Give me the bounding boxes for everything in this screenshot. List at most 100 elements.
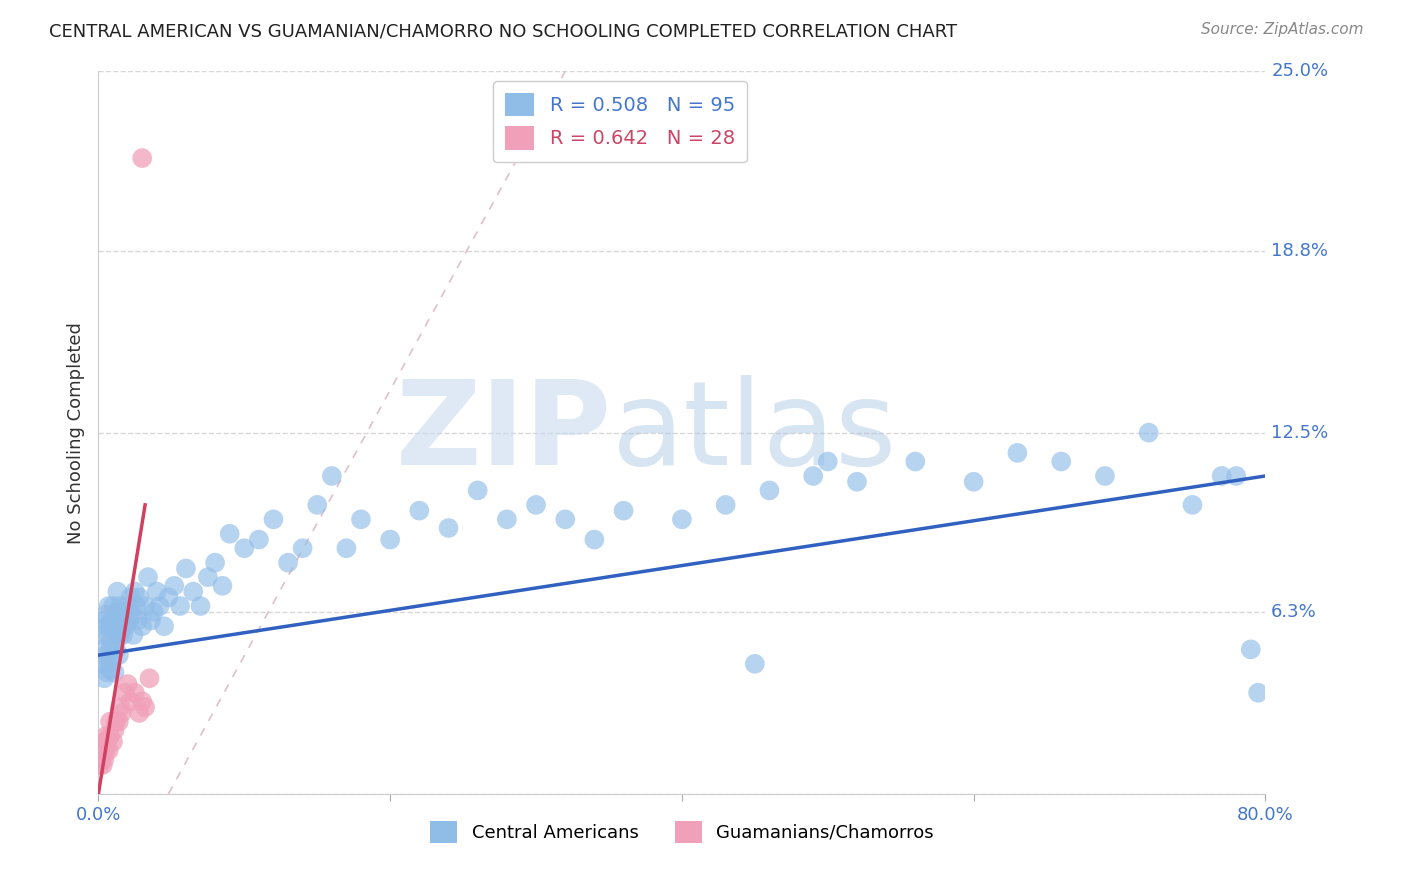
Point [131,619,153,633]
Point [335,541,357,556]
Point [108,648,131,662]
Point [101,648,124,662]
Point [117,599,139,613]
Point [101,735,124,749]
Point [98,619,121,633]
Point [846,475,869,489]
Point [90,743,112,757]
Point [612,503,634,517]
Point [121,607,143,622]
Point [100,614,122,628]
Point [93,614,115,628]
Point [97,599,120,613]
Point [94,729,117,743]
Point [90,752,112,766]
Point [120,694,142,708]
Point [108,714,131,729]
Point [204,556,226,570]
Point [97,628,120,642]
Point [149,599,172,613]
Point [962,475,984,489]
Point [169,599,191,613]
Point [117,677,139,691]
Point [96,665,118,680]
Point [114,605,136,619]
Point [103,665,125,680]
Point [1094,469,1116,483]
Point [104,714,127,729]
Point [96,619,118,633]
Point [350,512,373,526]
Point [1181,498,1204,512]
Point [122,628,145,642]
Point [93,735,115,749]
Point [94,648,117,662]
Point [142,605,165,619]
Point [91,628,114,642]
Point [100,633,122,648]
Point [291,541,314,556]
Text: CENTRAL AMERICAN VS GUAMANIAN/CHAMORRO NO SCHOOLING COMPLETED CORRELATION CHART: CENTRAL AMERICAN VS GUAMANIAN/CHAMORRO N… [49,22,957,40]
Point [101,599,124,613]
Point [115,619,138,633]
Point [114,686,136,700]
Point [437,521,460,535]
Point [124,584,146,599]
Point [93,752,115,766]
Text: 18.8%: 18.8% [1271,242,1329,260]
Point [1050,454,1073,468]
Point [89,758,111,772]
Point [91,657,114,671]
Point [124,686,146,700]
Point [190,599,212,613]
Point [96,735,118,749]
Point [139,614,162,628]
Point [93,671,115,685]
Point [233,541,256,556]
Point [1137,425,1160,440]
Point [157,591,180,605]
Point [262,512,284,526]
Point [97,743,120,757]
Point [91,758,114,772]
Point [408,503,430,517]
Point [583,533,606,547]
Point [104,605,127,619]
Point [174,561,197,575]
Point [181,584,204,599]
Point [277,556,299,570]
Point [111,614,134,628]
Point [131,151,153,165]
Point [146,584,169,599]
Point [104,642,127,657]
Point [307,498,329,512]
Point [94,607,117,622]
Point [1225,469,1247,483]
Point [153,619,176,633]
Point [125,599,148,613]
Point [163,579,186,593]
Text: ZIP: ZIP [396,376,612,490]
Point [91,743,114,757]
Text: 12.5%: 12.5% [1271,424,1329,442]
Point [467,483,489,498]
Point [321,469,343,483]
Point [110,628,132,642]
Point [128,706,150,720]
Point [118,614,141,628]
Point [1240,642,1263,657]
Point [714,498,737,512]
Point [211,579,233,593]
Point [817,454,839,468]
Point [94,743,117,757]
Point [105,628,128,642]
Point [97,657,120,671]
Y-axis label: No Schooling Completed: No Schooling Completed [66,322,84,543]
Point [496,512,519,526]
Point [134,599,156,613]
Point [110,599,132,613]
Point [197,570,219,584]
Point [128,591,150,605]
Point [120,591,142,605]
Point [247,533,270,547]
